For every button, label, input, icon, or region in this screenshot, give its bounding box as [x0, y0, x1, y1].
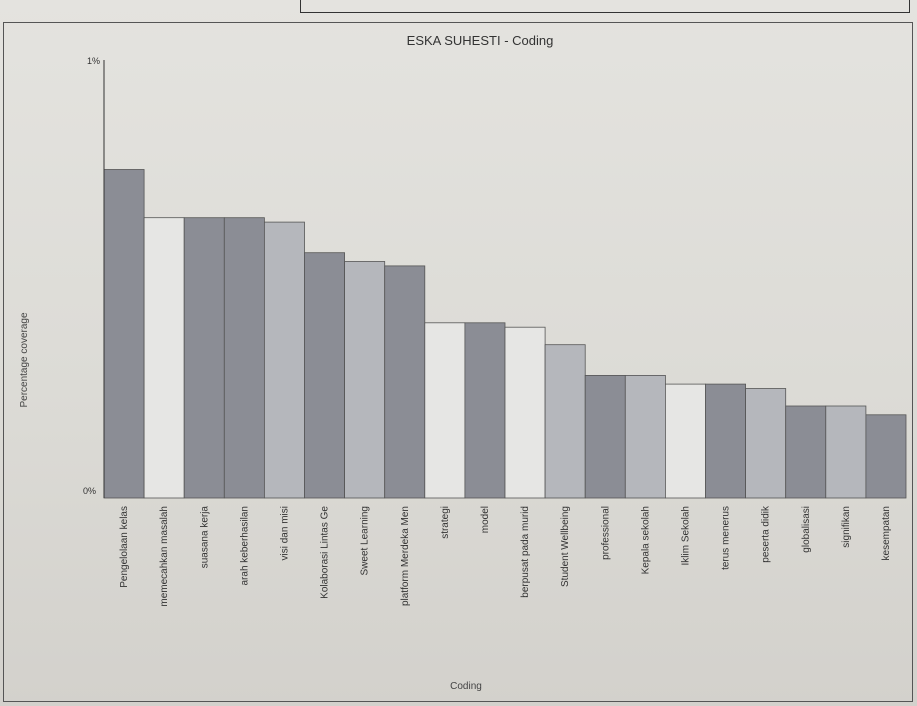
category-label: Kolaborasi Lintas Ge [320, 506, 331, 599]
category-label: Pengelolaan kelas [119, 506, 130, 588]
bar [304, 252, 345, 499]
category-label: signifikan [841, 506, 852, 548]
bar [103, 169, 145, 499]
y-tick-min: 0% [83, 486, 96, 496]
category-label: visi dan misi [279, 506, 290, 560]
category-label: model [480, 506, 491, 533]
category-label: arah keberhasilan [239, 506, 250, 586]
bar [785, 405, 827, 499]
bar [865, 414, 907, 499]
bar [424, 322, 466, 499]
bar [183, 217, 225, 499]
bar [143, 217, 185, 499]
bar [624, 374, 666, 499]
x-axis-title: Coding [450, 681, 482, 692]
bar [263, 221, 305, 499]
category-labels: Pengelolaan kelas memecahkan masalah suasa… [119, 505, 892, 607]
bar [825, 405, 867, 499]
bar [544, 344, 586, 499]
category-label: kesempatan [881, 506, 892, 560]
chart-title: ESKA SUHESTI - Coding [407, 33, 554, 48]
bar [665, 383, 706, 499]
bar [344, 261, 386, 499]
category-label: berpusat pada murid [520, 506, 531, 598]
category-label: suasana kerja [199, 506, 210, 569]
bar [223, 217, 265, 499]
bar [745, 388, 787, 499]
y-tick-max: 1% [87, 56, 100, 66]
category-label: professional [600, 506, 611, 560]
category-label: peserta didik [761, 505, 772, 563]
previous-section-border [300, 0, 910, 13]
bar [384, 265, 426, 499]
bar-group [103, 169, 907, 499]
category-label: strategi [440, 506, 451, 539]
category-label: Sweet Learning [360, 506, 371, 576]
chart-frame [3, 22, 913, 702]
bar [504, 326, 546, 499]
category-label: Kepala sekolah [640, 506, 651, 574]
y-axis-title: Percentage coverage [19, 312, 30, 408]
category-label: terus menerus [721, 506, 732, 570]
category-label: globalisasi [801, 506, 812, 553]
bar [584, 374, 626, 499]
bar [464, 322, 506, 499]
category-label: Student Wellbeing [560, 506, 571, 587]
category-label: Iklim Sekolah [680, 506, 691, 565]
category-label: memecahkan masalah [159, 506, 170, 607]
bar [705, 383, 746, 499]
category-label: platform Merdeka Men [400, 506, 411, 606]
